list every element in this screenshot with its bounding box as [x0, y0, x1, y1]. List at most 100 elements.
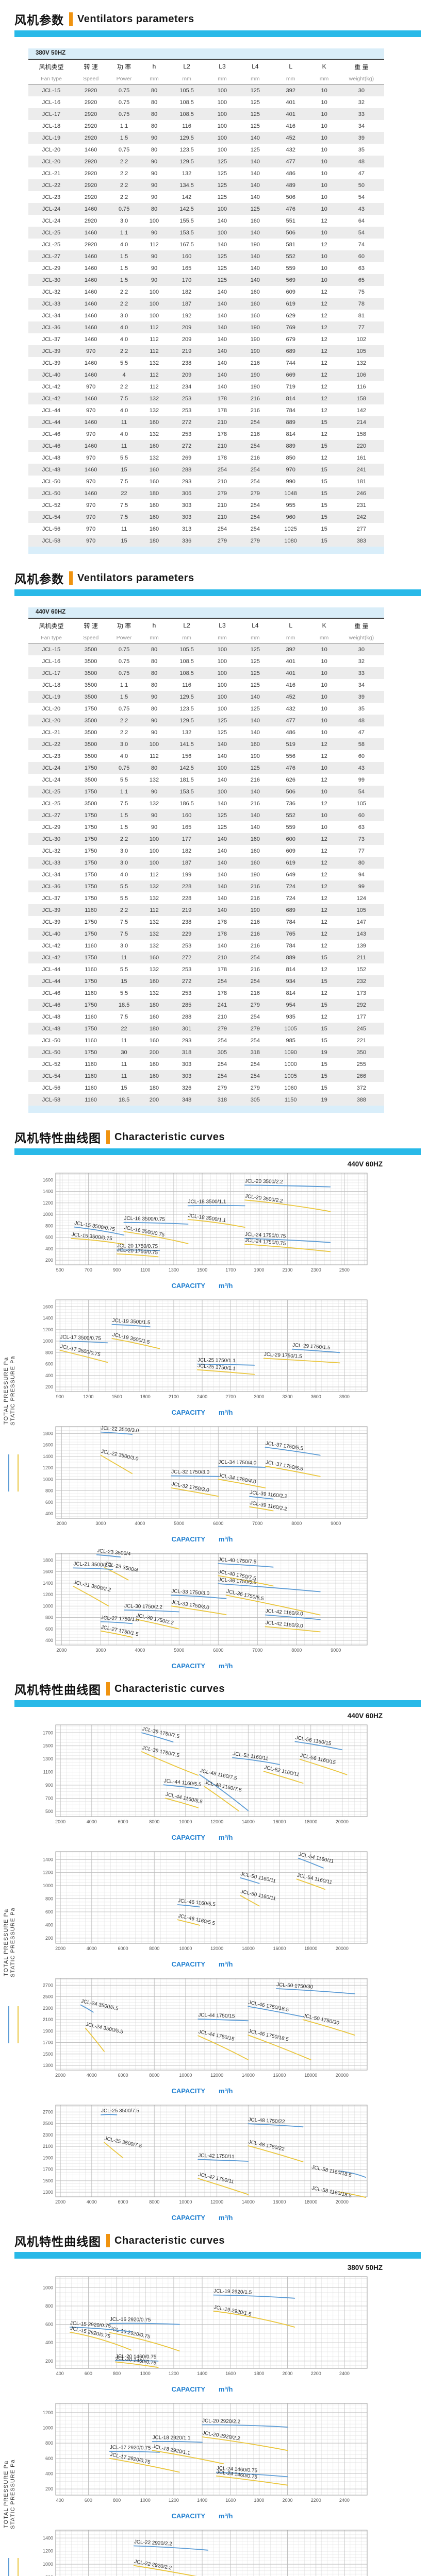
table-cell: 689 [286, 348, 295, 354]
table-cell: 15 [321, 526, 327, 532]
curve-total-pressure [249, 1496, 274, 1500]
y-tick-label: 1200 [43, 2549, 53, 2554]
curve-static-pressure [100, 1454, 133, 1475]
table-cell: 10 [321, 87, 327, 94]
table-cell: 12 [321, 300, 327, 307]
x-tick-label: 14000 [242, 2073, 255, 2078]
table-cell: JCL-39 [42, 907, 61, 913]
table-cell: 140 [217, 324, 227, 331]
table-cell: 303 [182, 514, 192, 520]
table-cell: 132 [149, 883, 159, 890]
col-header: L3 [219, 622, 226, 629]
table-cell: 140 [250, 824, 260, 831]
x-tick-label: 1600 [225, 2498, 236, 2503]
y-tick-label: 600 [45, 1235, 53, 1240]
col-unit: mm [140, 632, 168, 643]
col-unit: weight(kg) [338, 73, 384, 84]
table-row: JCL-30 1460 1.5 90 170 125 140 569 10 65 [28, 274, 384, 286]
table-cell: 167.5 [179, 241, 194, 248]
table-cell: 10 [321, 134, 327, 141]
table-cell: 187 [182, 859, 192, 866]
y-tick-label: 1000 [43, 1338, 53, 1344]
table-cell: 12 [321, 289, 327, 295]
table-row: JCL-36 1460 4.0 112 209 140 190 769 12 77 [28, 321, 384, 333]
table-cell: 190 [250, 871, 260, 878]
voltage-label: 440V 60HZ [347, 1712, 383, 1720]
y-tick-label: 2300 [43, 2132, 53, 2138]
table-cell: 1460 [84, 229, 97, 236]
y-tick-label: 1100 [43, 1770, 53, 1775]
col-header: 转 速 [84, 63, 98, 71]
y-tick-label: 1300 [43, 2063, 53, 2068]
curve-total-pressure [109, 2323, 180, 2325]
table-cell: 266 [356, 1073, 367, 1079]
chart-block: 400 600 800 1000 1200 1400 1600 1800 2000 3000 400… [32, 1548, 428, 1670]
table-cell: 1750 [84, 930, 97, 937]
table-cell: JCL-46 [42, 431, 61, 437]
table-cell: 155.5 [179, 217, 194, 224]
table-cell: 160 [250, 848, 260, 854]
table-cell: 64 [358, 217, 365, 224]
table-cell: 192 [182, 312, 192, 319]
table-cell: 2920 [84, 111, 97, 117]
table-cell: 63 [358, 824, 365, 831]
table-cell: 147 [356, 919, 367, 925]
table-cell: 1750 [84, 812, 97, 819]
table-cell: 140 [250, 717, 260, 724]
chart-block: 200 400 600 800 1000 1200 1400 1600 500 700 900 110… [32, 1169, 428, 1290]
table-cell: 1750 [84, 1049, 97, 1056]
table-row: JCL-44 1460 11 160 272 210 254 889 15 214 [28, 416, 384, 428]
table-cell: 140 [217, 348, 227, 354]
table-cell: 100 [217, 111, 227, 117]
table-cell: 7.5 [120, 1013, 128, 1020]
table-cell: 1.1 [120, 123, 128, 129]
table-cell: 140 [250, 693, 260, 700]
table-cell: 10 [321, 111, 327, 117]
table-cell: 219 [182, 907, 192, 913]
table-cell: 12 [321, 776, 327, 783]
characteristic-curve-chart: 1300 1500 1700 1900 2100 2300 2500 2700 2000 4000… [43, 2105, 368, 2205]
table-cell: 116 [357, 383, 366, 390]
table-cell: 210 [217, 1013, 227, 1020]
table-cell: 100 [217, 123, 227, 129]
x-tick-label: 1800 [254, 2371, 264, 2376]
table-cell: 769 [286, 324, 295, 331]
table-cell: 10 [321, 658, 327, 665]
table-cell: 216 [250, 919, 260, 925]
col-unit: mm [206, 73, 239, 84]
table-cell: 90 [151, 158, 158, 165]
table-cell: 112 [150, 241, 159, 248]
table-cell: 277 [356, 526, 367, 532]
table-row: JCL-25 1750 1.1 90 153.5 100 140 506 10 54 [28, 786, 384, 798]
x-tick-label: 800 [113, 2498, 121, 2503]
curve-total-pressure [276, 1988, 355, 1994]
table-cell: 108.5 [179, 670, 194, 676]
table-row: JCL-24 2920 3.0 100 155.5 140 160 551 12 64 [28, 215, 384, 227]
capacity-axis-caption: CAPACITY m³/h [32, 1834, 372, 1841]
table-cell: 125 [217, 277, 227, 283]
col-header: 风机类型 [39, 622, 64, 630]
table-cell: 254 [250, 526, 260, 532]
table-cell: 2920 [84, 182, 97, 189]
table-cell: 90 [151, 134, 158, 141]
table-cell: 160 [250, 217, 260, 224]
table-cell: 180 [149, 490, 159, 497]
curve-total-pressure [177, 1904, 201, 1908]
col-unit: weight(kg) [338, 632, 384, 643]
table-cell: 10 [321, 765, 327, 771]
table-cell: 15 [321, 1061, 327, 1067]
curve-static-pressure [69, 2331, 132, 2351]
section-title-en: Characteristic curves [114, 2234, 225, 2246]
table-cell: 177 [356, 1013, 367, 1020]
y-tick-label: 600 [45, 1500, 53, 1505]
curve-label: JCL-20 3500/2.2 [245, 1178, 284, 1185]
table-row: JCL-48 1160 7.5 160 288 210 254 935 12 177 [28, 1011, 384, 1023]
curve-label: JCL-22 2920/2.2 [134, 2539, 173, 2547]
table-cell: 1160 [85, 990, 97, 996]
table-row: JCL-20 1460 0.75 80 123.5 100 125 432 10 35 [28, 144, 384, 156]
table-cell: JCL-16 [42, 658, 61, 665]
table-cell: 1750 [84, 954, 97, 961]
table-cell: 954 [286, 1002, 295, 1008]
xlabel: CAPACITY [171, 2512, 206, 2520]
x-tick-label: 12000 [210, 2073, 223, 2078]
